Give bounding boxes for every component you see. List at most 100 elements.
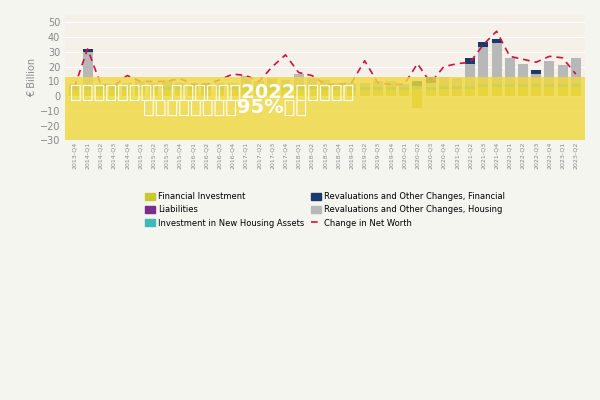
Bar	[439, 86, 449, 89]
Bar	[215, 90, 224, 96]
Bar	[294, 74, 304, 87]
Bar	[96, 87, 106, 90]
Bar	[109, 84, 119, 87]
Bar	[571, 87, 581, 96]
Bar	[478, 42, 488, 48]
Bar	[215, 83, 224, 87]
Bar	[175, 83, 185, 87]
Bar	[557, 65, 568, 84]
Y-axis label: € Billion: € Billion	[27, 58, 37, 97]
Bar	[544, 87, 554, 96]
Bar	[452, 86, 462, 89]
Bar	[452, 78, 462, 86]
Bar	[531, 74, 541, 84]
Bar	[373, 87, 383, 90]
Bar	[360, 87, 370, 90]
Bar	[122, 83, 132, 87]
Bar	[83, 49, 92, 52]
Bar	[452, 89, 462, 96]
Bar	[531, 87, 541, 96]
Bar	[307, 89, 317, 96]
Bar	[241, 87, 251, 90]
Bar	[478, 48, 488, 84]
Bar	[491, 39, 502, 43]
Bar	[307, 86, 317, 89]
Bar	[571, 84, 581, 87]
Bar	[96, 90, 106, 96]
Bar	[122, 87, 132, 90]
Bar	[228, 87, 238, 90]
Bar	[254, 87, 264, 90]
Bar	[373, 82, 383, 87]
Bar	[83, 52, 92, 87]
Bar	[571, 58, 581, 84]
Bar	[518, 64, 528, 84]
Bar	[544, 84, 554, 87]
Bar	[281, 90, 290, 96]
Bar	[149, 90, 158, 96]
Bar	[505, 87, 515, 96]
Bar	[425, 83, 436, 87]
Bar	[518, 87, 528, 96]
Bar	[83, 90, 92, 96]
Bar	[518, 84, 528, 87]
Bar	[478, 84, 488, 87]
Bar	[465, 58, 475, 64]
Bar	[122, 90, 132, 96]
Bar	[202, 83, 211, 87]
Bar	[202, 87, 211, 90]
Bar	[149, 87, 158, 90]
Bar	[386, 82, 396, 87]
Bar	[188, 84, 198, 87]
Bar	[465, 89, 475, 96]
Bar	[320, 80, 330, 87]
Bar	[215, 87, 224, 90]
Bar	[505, 84, 515, 87]
Bar	[228, 83, 238, 87]
Bar	[175, 87, 185, 90]
Bar	[241, 90, 251, 96]
Bar	[491, 87, 502, 96]
Bar	[281, 80, 290, 87]
Bar	[465, 64, 475, 86]
Bar	[294, 90, 304, 96]
Bar	[254, 82, 264, 87]
Bar	[109, 87, 119, 90]
Bar	[334, 87, 343, 90]
Bar	[425, 77, 436, 83]
Bar	[399, 87, 409, 90]
Bar	[65, 77, 585, 140]
Text: 炒股资金怎么分配 国家医保局：2022年我国基本: 炒股资金怎么分配 国家医保局：2022年我国基本	[70, 83, 355, 102]
Bar	[307, 78, 317, 86]
Bar	[188, 90, 198, 96]
Text: 医保参保率稳定在95%以上: 医保参保率稳定在95%以上	[143, 98, 307, 117]
Bar	[96, 84, 106, 87]
Bar	[320, 87, 330, 90]
Bar	[268, 87, 277, 90]
Bar	[399, 84, 409, 87]
Bar	[557, 87, 568, 96]
Bar	[70, 84, 79, 87]
Bar	[149, 83, 158, 87]
Bar	[136, 90, 145, 96]
Bar	[425, 87, 436, 90]
Bar	[109, 90, 119, 96]
Bar	[347, 83, 356, 87]
Bar	[175, 90, 185, 96]
Bar	[188, 87, 198, 90]
Bar	[281, 87, 290, 90]
Bar	[334, 90, 343, 96]
Bar	[294, 87, 304, 90]
Bar	[412, 89, 422, 96]
Bar	[70, 87, 79, 90]
Bar	[478, 87, 488, 96]
Bar	[268, 90, 277, 96]
Bar	[162, 87, 172, 90]
Bar	[162, 80, 172, 87]
Bar	[347, 87, 356, 90]
Bar	[465, 86, 475, 89]
Bar	[83, 87, 92, 90]
Bar	[412, 86, 422, 89]
Bar	[360, 83, 370, 87]
Bar	[268, 78, 277, 87]
